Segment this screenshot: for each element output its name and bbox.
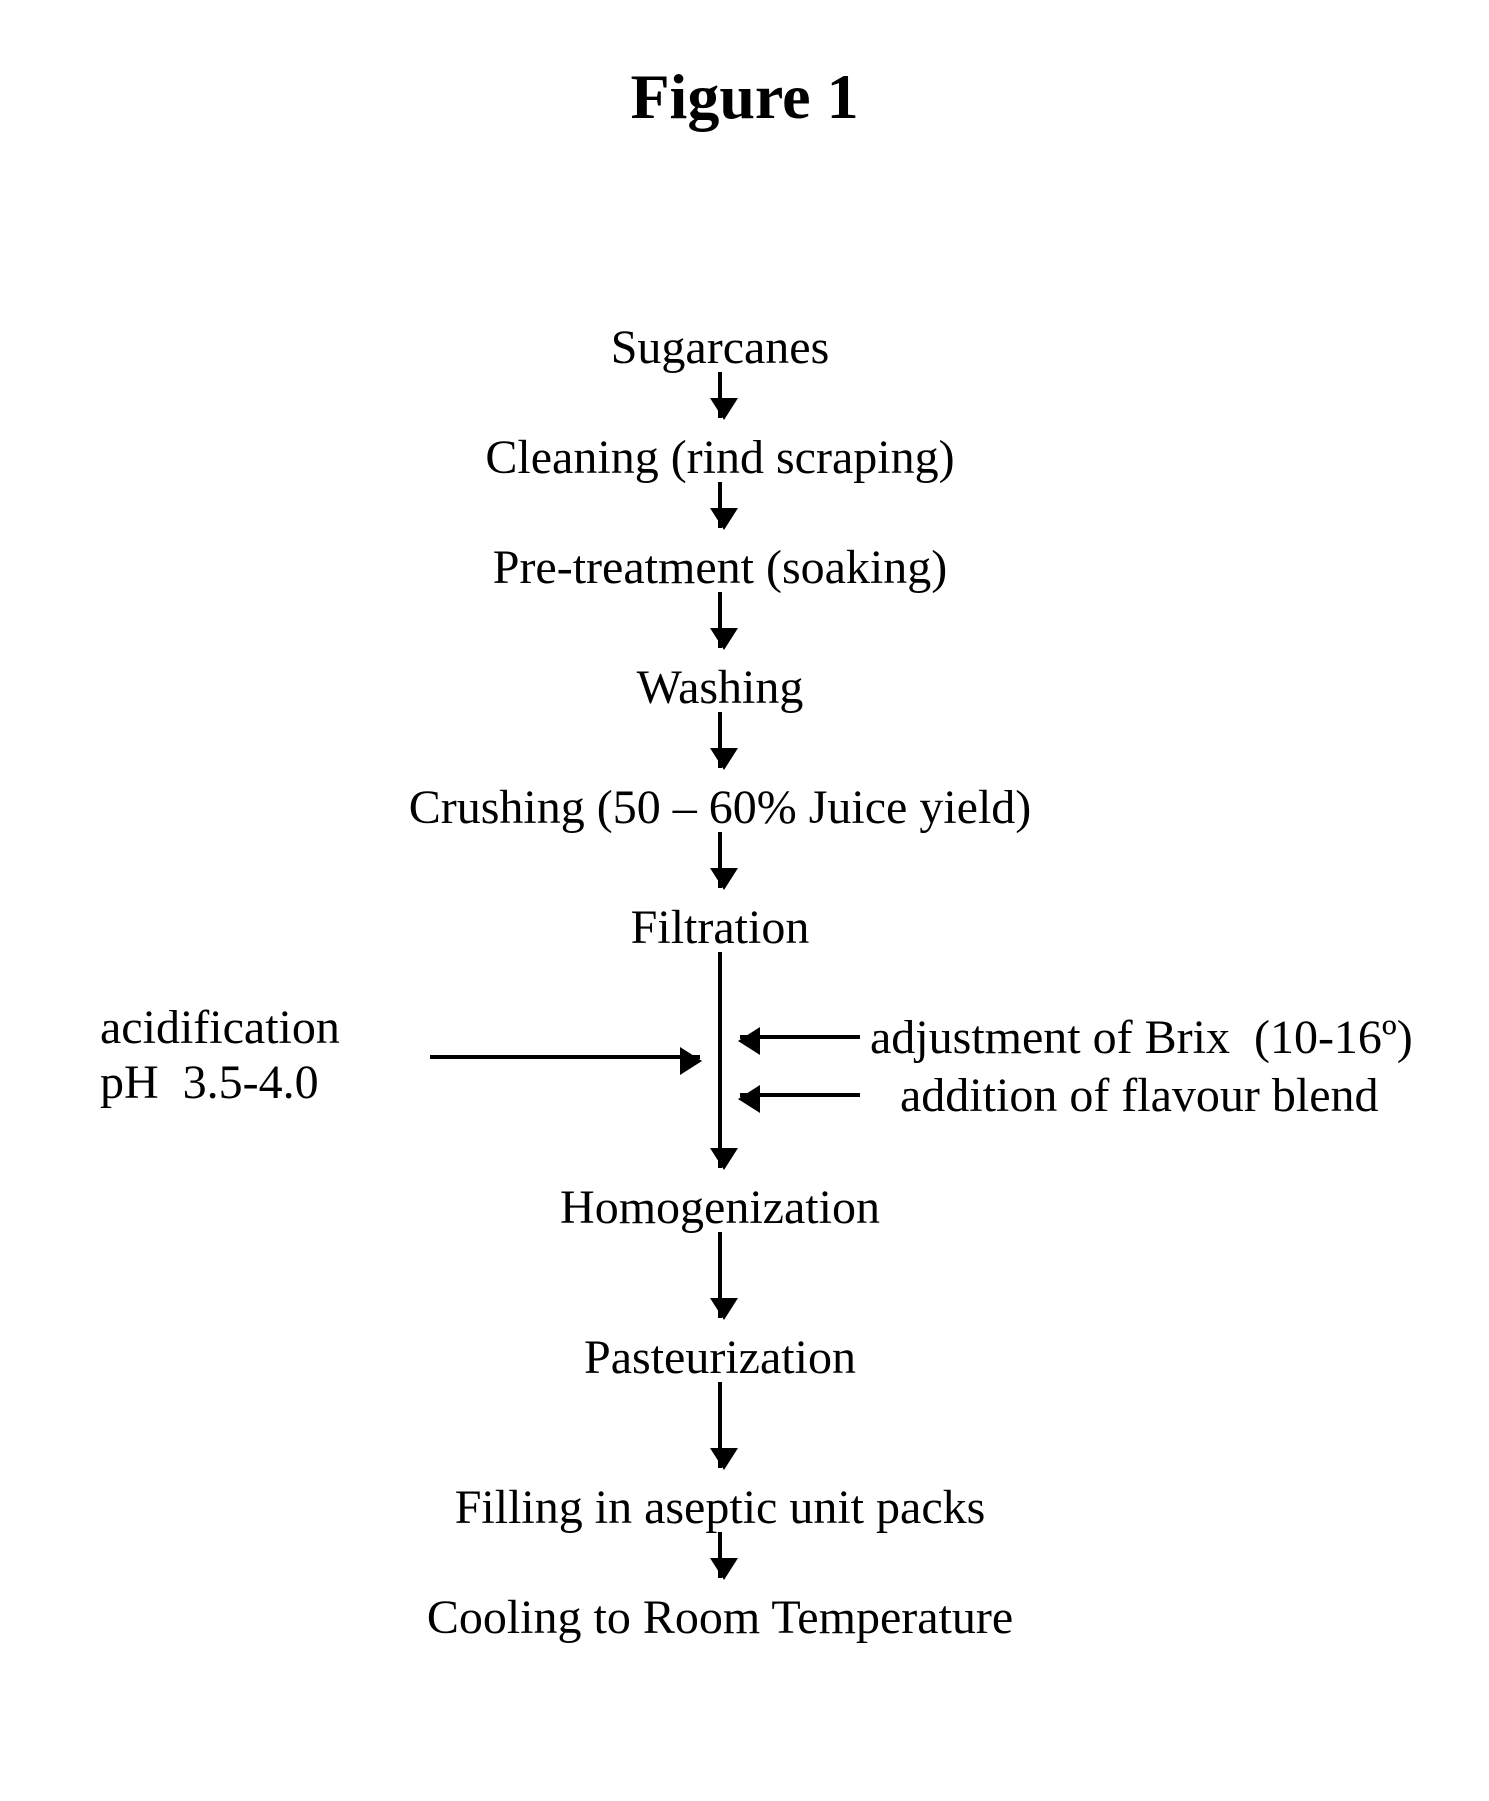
arrow-down-icon	[718, 832, 722, 888]
step-cooling: Cooling to Room Temperature	[427, 1590, 1013, 1645]
arrow-down-icon	[718, 952, 722, 1168]
step-pretreatment: Pre-treatment (soaking)	[493, 540, 948, 595]
arrow-down-icon	[718, 592, 722, 648]
arrow-down-icon	[718, 712, 722, 768]
step-homogenization: Homogenization	[560, 1180, 880, 1235]
step-cleaning: Cleaning (rind scraping)	[485, 430, 954, 485]
side-input-brix: adjustment of Brix (10-16º)	[870, 1010, 1413, 1065]
arrow-down-icon	[718, 1382, 722, 1468]
arrow-left-icon	[740, 1093, 860, 1097]
side-input-acidification: acidification pH 3.5-4.0	[100, 1000, 340, 1110]
step-washing: Washing	[637, 660, 804, 715]
step-crushing: Crushing (50 – 60% Juice yield)	[409, 780, 1032, 835]
step-sugarcanes: Sugarcanes	[611, 320, 830, 375]
figure-canvas: Figure 1 Sugarcanes Cleaning (rind scrap…	[0, 0, 1489, 1801]
figure-title: Figure 1	[0, 60, 1489, 134]
arrow-down-icon	[718, 372, 722, 418]
step-filtration: Filtration	[631, 900, 810, 955]
arrow-down-icon	[718, 1532, 722, 1578]
step-pasteurization: Pasteurization	[584, 1330, 856, 1385]
arrow-down-icon	[718, 482, 722, 528]
arrow-down-icon	[718, 1232, 722, 1318]
arrow-left-icon	[740, 1035, 860, 1039]
step-filling: Filling in aseptic unit packs	[455, 1480, 986, 1535]
arrow-right-icon	[430, 1055, 700, 1059]
side-input-flavour: addition of flavour blend	[900, 1068, 1379, 1123]
